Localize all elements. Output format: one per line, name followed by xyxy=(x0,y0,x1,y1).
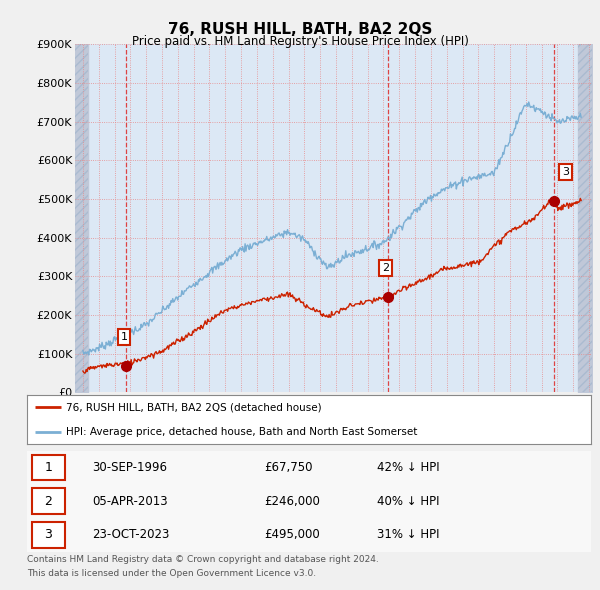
FancyBboxPatch shape xyxy=(32,489,65,514)
Text: Price paid vs. HM Land Registry's House Price Index (HPI): Price paid vs. HM Land Registry's House … xyxy=(131,35,469,48)
Text: 23-OCT-2023: 23-OCT-2023 xyxy=(92,528,169,542)
Text: £67,750: £67,750 xyxy=(264,461,313,474)
Text: 05-APR-2013: 05-APR-2013 xyxy=(92,494,167,508)
Text: 31% ↓ HPI: 31% ↓ HPI xyxy=(377,528,439,542)
Text: 1: 1 xyxy=(44,461,52,474)
Text: Contains HM Land Registry data © Crown copyright and database right 2024.: Contains HM Land Registry data © Crown c… xyxy=(27,555,379,563)
Text: 2: 2 xyxy=(382,263,389,273)
Text: 1: 1 xyxy=(121,332,128,342)
Text: £495,000: £495,000 xyxy=(264,528,320,542)
Text: 2: 2 xyxy=(44,494,52,508)
FancyBboxPatch shape xyxy=(32,455,65,480)
Text: HPI: Average price, detached house, Bath and North East Somerset: HPI: Average price, detached house, Bath… xyxy=(67,427,418,437)
Text: 42% ↓ HPI: 42% ↓ HPI xyxy=(377,461,439,474)
Text: This data is licensed under the Open Government Licence v3.0.: This data is licensed under the Open Gov… xyxy=(27,569,316,578)
Text: 76, RUSH HILL, BATH, BA2 2QS (detached house): 76, RUSH HILL, BATH, BA2 2QS (detached h… xyxy=(67,402,322,412)
Text: 30-SEP-1996: 30-SEP-1996 xyxy=(92,461,167,474)
Text: 3: 3 xyxy=(44,528,52,542)
Bar xyxy=(578,44,592,392)
Text: 3: 3 xyxy=(562,167,569,177)
Bar xyxy=(75,44,88,392)
Text: £246,000: £246,000 xyxy=(264,494,320,508)
Text: 40% ↓ HPI: 40% ↓ HPI xyxy=(377,494,439,508)
Text: 76, RUSH HILL, BATH, BA2 2QS: 76, RUSH HILL, BATH, BA2 2QS xyxy=(168,22,432,37)
FancyBboxPatch shape xyxy=(32,522,65,548)
